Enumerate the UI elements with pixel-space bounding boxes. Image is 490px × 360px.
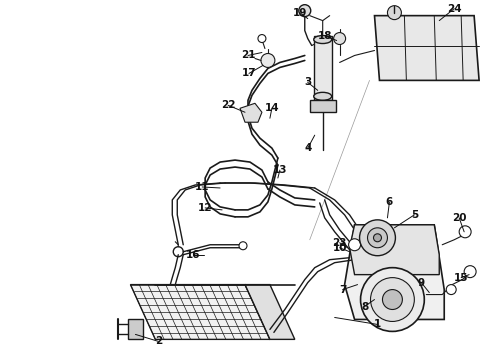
Bar <box>310 100 336 112</box>
Text: 19: 19 <box>293 8 307 18</box>
Circle shape <box>348 239 361 251</box>
Polygon shape <box>130 285 270 339</box>
Text: 4: 4 <box>304 143 312 153</box>
Text: 15: 15 <box>454 273 468 283</box>
Circle shape <box>334 32 345 45</box>
Circle shape <box>239 242 247 250</box>
Polygon shape <box>349 225 439 275</box>
Polygon shape <box>240 103 262 122</box>
Circle shape <box>383 289 402 310</box>
Text: 9: 9 <box>418 278 425 288</box>
Circle shape <box>373 234 382 242</box>
Text: 8: 8 <box>361 302 368 311</box>
Circle shape <box>261 54 275 67</box>
Circle shape <box>360 220 395 256</box>
Circle shape <box>464 266 476 278</box>
Text: 10: 10 <box>332 243 347 253</box>
Polygon shape <box>374 15 479 80</box>
Text: 21: 21 <box>241 50 255 60</box>
Text: 23: 23 <box>332 238 347 248</box>
Ellipse shape <box>314 36 332 44</box>
Bar <box>314 36 332 100</box>
Text: 3: 3 <box>304 77 311 87</box>
Text: 12: 12 <box>198 203 212 213</box>
Polygon shape <box>128 319 144 339</box>
Text: 22: 22 <box>221 100 235 110</box>
Text: 13: 13 <box>272 165 287 175</box>
Circle shape <box>258 35 266 42</box>
Ellipse shape <box>314 92 332 100</box>
Text: 14: 14 <box>265 103 279 113</box>
Circle shape <box>361 268 424 332</box>
Text: 16: 16 <box>186 250 200 260</box>
Circle shape <box>368 228 388 248</box>
Text: 24: 24 <box>447 4 462 14</box>
Text: 20: 20 <box>452 213 466 223</box>
Text: 2: 2 <box>155 336 162 346</box>
Circle shape <box>299 5 311 17</box>
Text: 6: 6 <box>386 197 393 207</box>
Text: 1: 1 <box>374 319 381 329</box>
Text: 5: 5 <box>411 210 418 220</box>
Polygon shape <box>245 285 295 339</box>
Text: 7: 7 <box>339 284 346 294</box>
Circle shape <box>388 6 401 20</box>
Circle shape <box>173 247 183 257</box>
Circle shape <box>459 226 471 238</box>
Circle shape <box>446 285 456 294</box>
Text: 18: 18 <box>318 31 332 41</box>
Text: 11: 11 <box>195 182 209 192</box>
Polygon shape <box>344 225 444 319</box>
Text: 17: 17 <box>242 68 256 78</box>
Circle shape <box>370 278 415 321</box>
